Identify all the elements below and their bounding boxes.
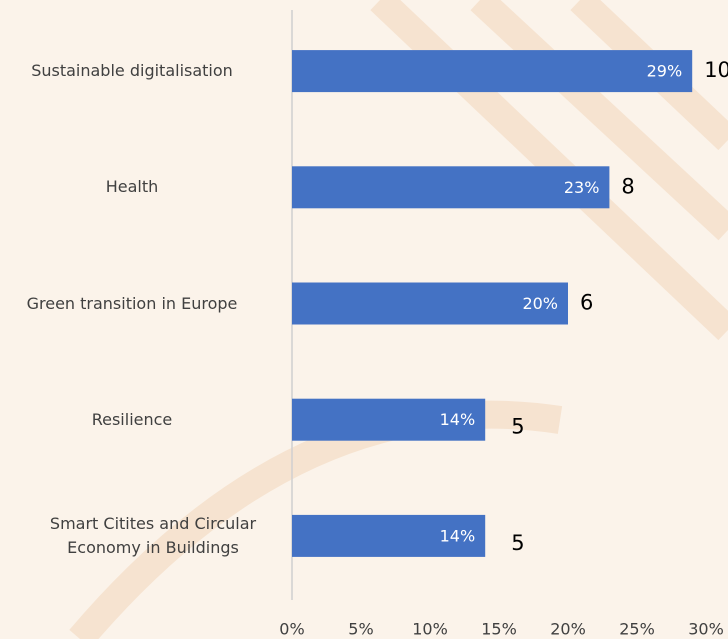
- bar: [292, 514, 486, 557]
- count-label: 8: [621, 174, 634, 198]
- bar-value-label: 29%: [647, 62, 683, 81]
- category-label: Smart Citites and Circular Economy in Bu…: [49, 513, 257, 557]
- bar-value-label: 23%: [564, 178, 600, 197]
- x-tick-label: 25%: [619, 620, 655, 639]
- count-label: 10: [704, 58, 728, 82]
- bar: [292, 282, 568, 325]
- x-tick-label: 10%: [412, 620, 448, 639]
- category-label: Resilience: [91, 409, 173, 429]
- bar: [292, 50, 693, 93]
- bar-value-label: 14%: [440, 410, 476, 429]
- count-label: 5: [511, 531, 524, 555]
- x-tick-label: 20%: [550, 620, 586, 639]
- bar: [292, 398, 486, 441]
- category-label: Sustainable digitalisation: [31, 61, 233, 81]
- decor-stripe: [470, 0, 728, 241]
- count-label: 5: [511, 415, 524, 439]
- x-tick-label: 5%: [348, 620, 373, 639]
- bar-value-label: 14%: [440, 526, 476, 545]
- category-label: Health: [105, 177, 159, 197]
- x-tick-label: 15%: [481, 620, 517, 639]
- decor-stripe: [69, 400, 563, 639]
- bar: [292, 166, 610, 209]
- x-tick-label: 0%: [279, 620, 304, 639]
- bar-value-label: 20%: [522, 294, 558, 313]
- x-tick-label: 30%: [688, 620, 724, 639]
- category-label: Green transition in Europe: [26, 293, 238, 313]
- count-label: 6: [580, 291, 593, 315]
